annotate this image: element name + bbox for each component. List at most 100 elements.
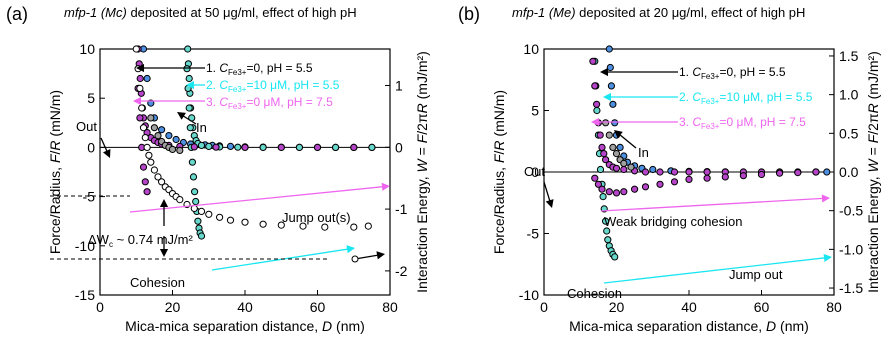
data-point bbox=[188, 158, 196, 166]
data-point bbox=[631, 185, 639, 193]
data-point bbox=[589, 57, 597, 65]
label-jump-out: Jump out bbox=[729, 267, 783, 282]
data-point bbox=[607, 82, 616, 90]
data-point bbox=[143, 143, 151, 151]
data-point bbox=[191, 188, 199, 196]
data-point bbox=[172, 135, 180, 144]
legend-item-2: 2. CFe3+=10 μM, pH = 5.5 bbox=[206, 78, 340, 94]
y-tick-label: 0 bbox=[531, 164, 539, 180]
x-tick-label: 80 bbox=[826, 299, 842, 315]
data-point bbox=[600, 150, 608, 158]
data-point bbox=[612, 164, 621, 172]
data-point bbox=[150, 166, 158, 174]
label-weak-bridging: Weak bridging cohesion bbox=[604, 214, 743, 229]
panel-tag-b: (b) bbox=[458, 4, 480, 24]
data-point bbox=[605, 188, 613, 196]
label-out: Out bbox=[76, 119, 97, 134]
data-point bbox=[593, 100, 601, 108]
data-point bbox=[602, 217, 610, 225]
data-point bbox=[823, 168, 831, 176]
data-point bbox=[212, 143, 220, 151]
x-axis-label-a: Mica-mica separation distance, D (nm) bbox=[125, 318, 365, 334]
data-point bbox=[605, 131, 613, 139]
data-point bbox=[147, 158, 155, 166]
data-point bbox=[332, 143, 340, 151]
y-tick-label: -5 bbox=[527, 226, 540, 242]
jump-marker bbox=[351, 255, 359, 263]
arrow-weak-bridging bbox=[600, 197, 824, 212]
arrow-in-head bbox=[177, 112, 186, 120]
x-tick-label: 40 bbox=[237, 299, 253, 315]
data-point bbox=[313, 143, 322, 151]
data-point bbox=[132, 45, 140, 53]
y2-tick-label: 0.0 bbox=[839, 164, 859, 180]
data-point bbox=[141, 178, 149, 186]
data-point bbox=[197, 141, 206, 149]
y-tick-label: -10 bbox=[519, 287, 539, 303]
data-point bbox=[598, 185, 606, 193]
label-in: In bbox=[638, 145, 649, 160]
arrow-jump-pink bbox=[129, 186, 384, 213]
data-point bbox=[602, 156, 610, 164]
data-point bbox=[596, 131, 604, 139]
data-point bbox=[812, 168, 820, 176]
delta-arrow-up-head bbox=[159, 199, 169, 208]
data-point bbox=[154, 132, 162, 140]
data-point bbox=[703, 168, 711, 176]
data-point bbox=[612, 150, 621, 158]
data-point bbox=[620, 188, 628, 196]
data-point bbox=[150, 124, 158, 132]
y-tick-label: -15 bbox=[75, 287, 95, 303]
data-point bbox=[241, 218, 249, 226]
data-point bbox=[606, 63, 614, 72]
data-point bbox=[176, 196, 184, 204]
data-point bbox=[594, 180, 603, 188]
arrow-jump-black-head bbox=[376, 251, 385, 260]
arrow-in bbox=[182, 115, 197, 125]
label-jump-out: Jump out(s) bbox=[282, 210, 351, 225]
data-point bbox=[591, 82, 599, 90]
data-point bbox=[620, 165, 628, 174]
data-point bbox=[641, 168, 650, 176]
data-point bbox=[603, 227, 611, 235]
data-point bbox=[165, 132, 173, 140]
data-point bbox=[194, 217, 202, 225]
data-point bbox=[649, 165, 657, 174]
marks-a bbox=[132, 45, 376, 240]
arrow-jump-black bbox=[354, 254, 379, 260]
panel-b-title: mfp-1 (Me) deposited at 20 μg/ml, effect… bbox=[512, 5, 805, 20]
arrow-out bbox=[543, 181, 551, 202]
data-point bbox=[609, 143, 617, 151]
data-point bbox=[721, 173, 729, 181]
y2-tick-label: -1.0 bbox=[839, 241, 863, 257]
legend-arrow-1-head bbox=[600, 67, 609, 77]
arrow-jump-cyan bbox=[211, 248, 349, 271]
arrow-jump-cyan bbox=[603, 257, 826, 284]
data-point bbox=[350, 143, 358, 151]
data-point bbox=[794, 169, 802, 177]
data-point bbox=[184, 45, 192, 53]
marks-b bbox=[589, 45, 831, 261]
data-point bbox=[641, 183, 650, 191]
label-cohesion: Cohesion bbox=[130, 275, 185, 290]
data-point bbox=[757, 170, 766, 179]
data-point bbox=[593, 106, 601, 115]
arrow-in bbox=[619, 133, 637, 149]
data-point bbox=[145, 151, 153, 159]
data-point bbox=[241, 143, 249, 151]
data-point bbox=[216, 213, 224, 221]
data-point bbox=[602, 119, 610, 127]
data-point bbox=[143, 74, 151, 83]
arrow-out bbox=[100, 137, 108, 152]
data-point bbox=[185, 74, 193, 83]
data-point bbox=[368, 143, 376, 151]
data-point bbox=[136, 74, 144, 83]
arrow-jump-pink-head bbox=[381, 182, 390, 191]
y-tick-label: 10 bbox=[79, 41, 95, 57]
data-point bbox=[612, 189, 621, 197]
x-tick-label: 20 bbox=[165, 299, 181, 315]
x-tick-label: 80 bbox=[382, 299, 398, 315]
panel-a: (a) mfp-1 (Mc) deposited at 50 μg/ml, ef… bbox=[6, 4, 430, 334]
data-point bbox=[226, 216, 235, 224]
